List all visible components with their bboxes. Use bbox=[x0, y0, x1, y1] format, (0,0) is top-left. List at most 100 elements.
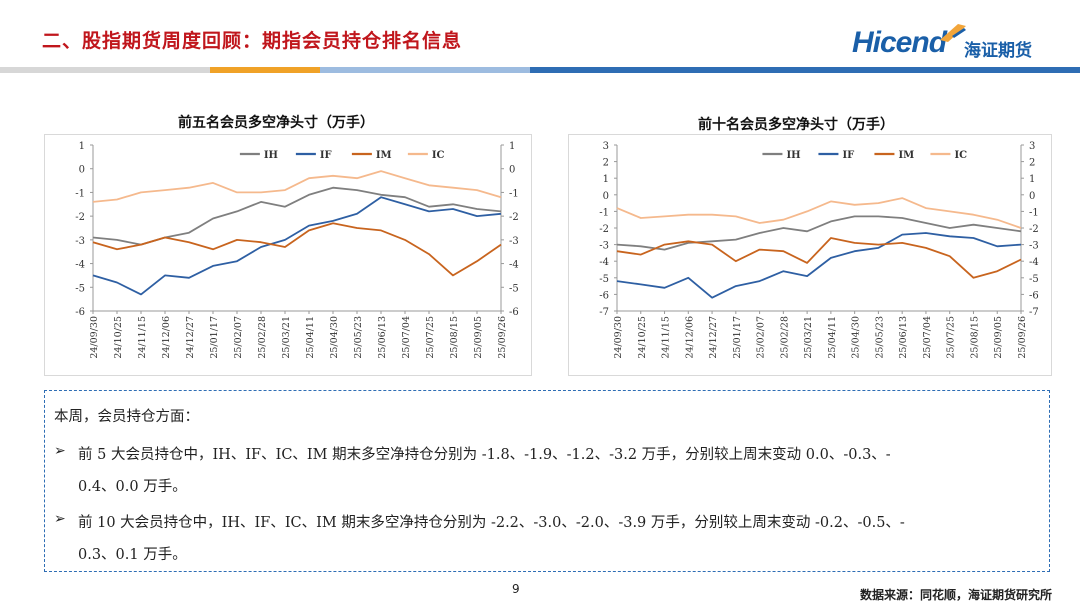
arrow-bullet-icon: ➢ bbox=[54, 511, 66, 527]
logo-wordmark: Hicend bbox=[852, 26, 947, 59]
chart-1-y-tick-label-left: 1 bbox=[79, 141, 85, 152]
chart-1-y-tick-label-left: -1 bbox=[75, 188, 85, 199]
chart-1-y-tick-label-right: -3 bbox=[509, 236, 519, 247]
arrow-bullet-icon: ➢ bbox=[54, 443, 66, 459]
chart-2-y-tick-label-left: -1 bbox=[599, 207, 609, 218]
chart-2-y-tick-label-right: -1 bbox=[1029, 207, 1039, 218]
chart-2-legend-label-im: IM bbox=[898, 150, 914, 161]
summary-bullet-2-line-1: 前 10 大会员持仓中，IH、IF、IC、IM 期末多空净持仓分别为 -2.2、… bbox=[78, 515, 905, 531]
chart-1-series-ic-line bbox=[92, 170, 502, 203]
chart-1-legend-label-im: IM bbox=[376, 150, 392, 161]
header-band-gray bbox=[0, 67, 210, 73]
chart-1-x-tick-label: 24/12/27 bbox=[185, 316, 196, 359]
chart-1-series-im-line bbox=[92, 222, 502, 277]
chart-2-x-tick-label: 24/12/06 bbox=[684, 316, 695, 359]
chart-2-x-tick-label: 25/05/23 bbox=[874, 316, 885, 359]
chart-1-y-tick-label-right: -2 bbox=[509, 212, 519, 223]
chart-2-series-ih-line bbox=[616, 215, 1022, 251]
chart-1-y-tick-label-left: -3 bbox=[75, 236, 85, 247]
chart-1-x-tick-label: 24/11/15 bbox=[137, 316, 148, 359]
chart-2-x-tick-label: 25/04/11 bbox=[827, 316, 838, 359]
chart-2-series-ic-line bbox=[616, 197, 1022, 229]
summary-bullet-1-line-2: 0.4、0.0 万手。 bbox=[78, 479, 187, 495]
chart-1-x-tick-label: 24/10/25 bbox=[113, 316, 124, 359]
chart-2-y-tick-label-right: -7 bbox=[1029, 307, 1039, 318]
chart-2-x-tick-label: 25/07/25 bbox=[946, 316, 957, 359]
chart-1-x-tick-label: 24/09/30 bbox=[89, 316, 100, 359]
chart-2-y-tick-label-right: -6 bbox=[1029, 290, 1039, 301]
chart-1-y-tick-label-right: -5 bbox=[509, 283, 519, 294]
chart-1-x-tick-label: 25/04/30 bbox=[329, 316, 340, 359]
summary-bullet-1-line-1: 前 5 大会员持仓中，IH、IF、IC、IM 期末多空净持仓分别为 -1.8、-… bbox=[78, 447, 891, 463]
chart-1-x-tick-label: 25/02/07 bbox=[233, 316, 244, 359]
chart-1-y-tick-label-left: -4 bbox=[75, 260, 85, 271]
chart-2-legend-label-if: IF bbox=[842, 150, 854, 161]
chart-1-legend-label-ih: IH bbox=[264, 150, 278, 161]
chart-1-x-tick-label: 25/03/21 bbox=[281, 316, 292, 359]
chart-1-x-tick-label: 25/01/17 bbox=[209, 316, 220, 359]
chart-2-y-tick-label-right: -4 bbox=[1029, 257, 1039, 268]
chart-1-y-tick-label-right: -6 bbox=[509, 307, 519, 318]
chart-1-x-tick-label: 25/05/23 bbox=[353, 316, 364, 359]
chart-2-x-tick-label: 24/12/27 bbox=[708, 316, 719, 359]
chart-1-y-tick-label-left: 0 bbox=[79, 165, 85, 176]
chart-1-y-tick-label-left: -6 bbox=[75, 307, 85, 318]
chart-1-x-tick-label: 25/07/04 bbox=[401, 316, 412, 359]
chart-2-y-tick-label-left: 0 bbox=[603, 191, 609, 202]
chart-2-series-if-line bbox=[616, 232, 1022, 299]
chart-2-x-tick-label: 25/08/15 bbox=[969, 316, 980, 359]
chart-2-x-tick-label: 25/04/30 bbox=[851, 316, 862, 359]
chart-2-legend-label-ic: IC bbox=[954, 150, 967, 161]
summary-bullet-2-line-2: 0.3、0.1 万手。 bbox=[78, 547, 187, 563]
header-band-orange bbox=[210, 67, 320, 73]
chart-1-y-tick-label-right: -4 bbox=[509, 260, 519, 271]
chart-1-y-tick-label-right: -1 bbox=[509, 188, 519, 199]
chart-2-x-tick-label: 25/09/05 bbox=[993, 316, 1004, 359]
summary-box: 本周，会员持仓方面： ➢ 前 5 大会员持仓中，IH、IF、IC、IM 期末多空… bbox=[44, 390, 1050, 572]
data-source: 数据来源：同花顺，海证期货研究所 bbox=[859, 588, 1052, 602]
chart-2-y-tick-label-right: -3 bbox=[1029, 241, 1039, 252]
summary-intro: 本周，会员持仓方面： bbox=[54, 409, 199, 425]
chart-2-x-tick-label: 25/02/28 bbox=[779, 316, 790, 359]
chart-2-x-tick-label: 25/09/26 bbox=[1017, 316, 1028, 359]
chart-1-legend-label-ic: IC bbox=[432, 150, 445, 161]
chart-1-y-tick-label-left: -5 bbox=[75, 283, 85, 294]
chart-1-title: 前五名会员多空净头寸（万手） bbox=[178, 115, 374, 131]
chart-1-container: -6 -6 -5 -5 -4 -4 -3 -3 -2 -2 -1 -1 0 0 1 1 24/09/30 24/1… bbox=[44, 134, 532, 376]
chart-1-series-if-line bbox=[92, 196, 502, 296]
chart-2-y-tick-label-left: 3 bbox=[603, 141, 609, 152]
chart-1-series-ih-line bbox=[92, 186, 502, 246]
chart-2-y-tick-label-left: -2 bbox=[599, 224, 609, 235]
logo-chinese-name: 海证期货 bbox=[964, 41, 1032, 61]
chart-1-x-tick-label: 25/09/05 bbox=[473, 316, 484, 359]
chart-1-y-tick-label-left: -2 bbox=[75, 212, 85, 223]
chart-1-legend-label-if: IF bbox=[320, 150, 332, 161]
header-band-lightblue bbox=[320, 67, 530, 73]
chart-2-y-tick-label-left: 2 bbox=[603, 158, 609, 169]
chart-2-y-tick-label-left: -5 bbox=[599, 274, 609, 285]
chart-1-svg: -6 -6 -5 -5 -4 -4 -3 -3 -2 -2 -1 -1 0 0 1 1 24/09/30 24/1… bbox=[75, 141, 519, 359]
chart-2-x-tick-label: 24/11/15 bbox=[661, 316, 672, 359]
chart-1-y-tick-label-right: 1 bbox=[509, 141, 515, 152]
chart-2-y-tick-label-left: -3 bbox=[599, 241, 609, 252]
chart-2-x-tick-label: 25/02/07 bbox=[756, 316, 767, 359]
chart-2-y-tick-label-right: -2 bbox=[1029, 224, 1039, 235]
chart-2-series-im-line bbox=[616, 237, 1022, 279]
chart-2-y-tick-label-right: -5 bbox=[1029, 274, 1039, 285]
chart-2-x-tick-label: 24/10/25 bbox=[637, 316, 648, 359]
chart-1-x-tick-label: 25/07/25 bbox=[425, 316, 436, 359]
chart-2-y-tick-label-right: 3 bbox=[1029, 141, 1035, 152]
chart-1-y-tick-label-right: 0 bbox=[509, 165, 515, 176]
page-title: 二、股指期货周度回顾：期指会员持仓排名信息 bbox=[42, 30, 463, 52]
chart-2-title: 前十名会员多空净头寸（万手） bbox=[698, 117, 894, 133]
chart-2-y-tick-label-right: 1 bbox=[1029, 174, 1035, 185]
chart-2-legend-label-ih: IH bbox=[786, 150, 800, 161]
header-band-blue bbox=[530, 67, 1080, 73]
chart-2-y-tick-label-left: -7 bbox=[599, 307, 609, 318]
chart-1-x-tick-label: 25/02/28 bbox=[257, 316, 268, 359]
chart-2-y-tick-label-left: -6 bbox=[599, 290, 609, 301]
chart-1-x-tick-label: 25/09/26 bbox=[497, 316, 508, 359]
chart-2-container: -7 -7 -6 -6 -5 -5 -4 -4 -3 -3 -2 -2 -1 -1 0 0 1 1 2 2 3 3 24/0… bbox=[568, 134, 1052, 376]
chart-1-x-tick-label: 25/06/13 bbox=[377, 316, 388, 359]
logo-wing-icon bbox=[940, 24, 966, 42]
